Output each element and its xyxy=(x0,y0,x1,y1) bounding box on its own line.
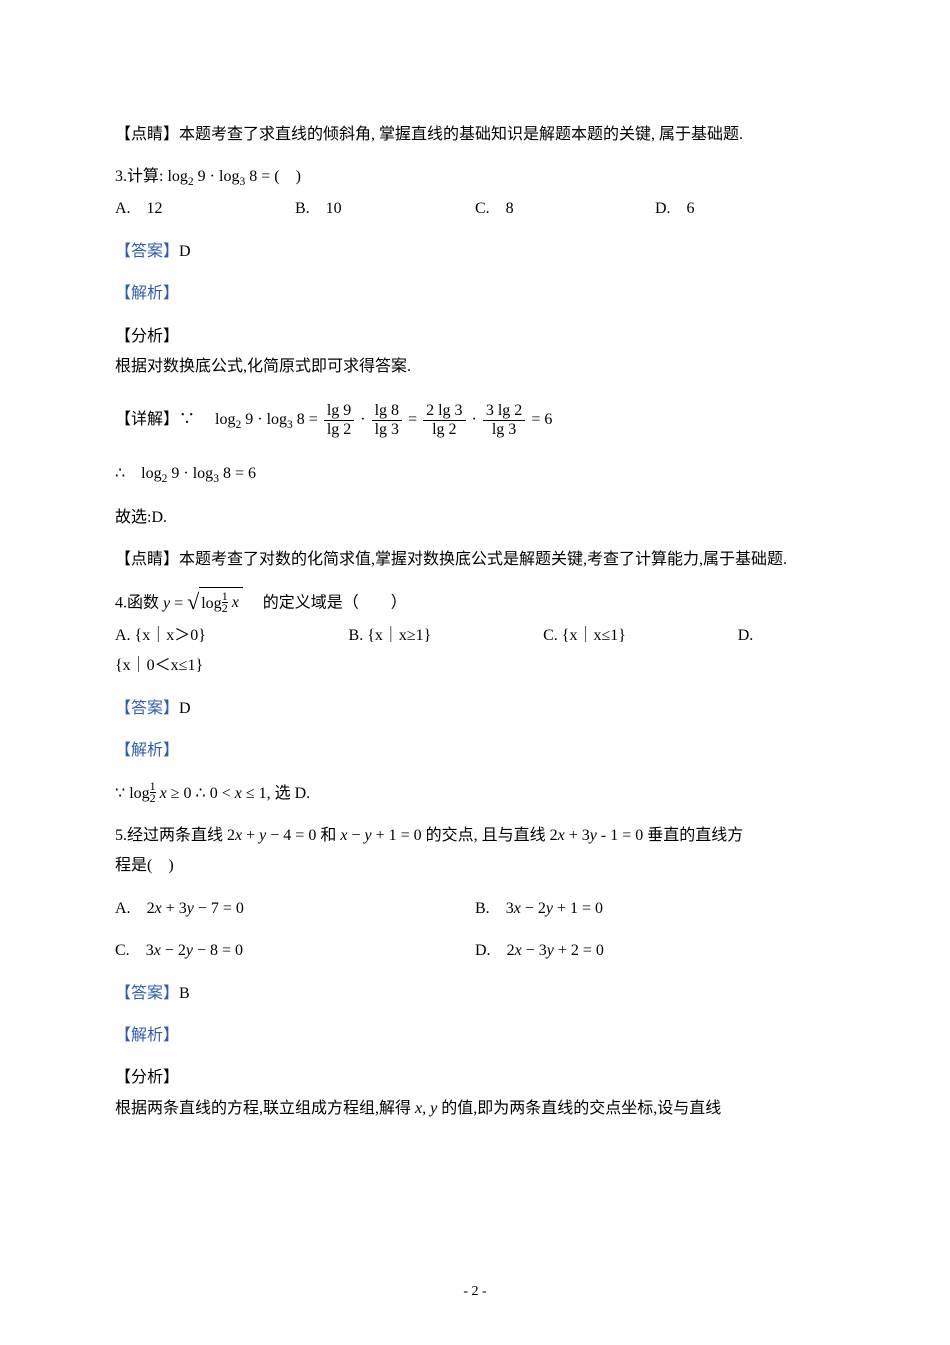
q5-options-row1: A. 2x + 3y − 7 = 0 B. 3x − 2y + 1 = 0 xyxy=(115,894,835,924)
q4-opt-b: B. {x｜x≥1} xyxy=(349,621,544,651)
answer-label: 【答案】 xyxy=(115,985,179,1002)
q5-fenxi-body: 根据两条直线的方程,联立组成方程组,解得 x, y 的值,即为两条直线的交点坐标… xyxy=(115,1094,835,1124)
q3-therefore: ∴ log2 9 · log3 8 = 6 xyxy=(115,459,835,491)
q5-fenxi-b2: 的值,即为两条直线的交点坐标,设与直线 xyxy=(441,1100,721,1117)
q3-jiexi: 【解析】 xyxy=(115,279,835,309)
q5-fenxi-xy: x, y xyxy=(415,1100,437,1117)
q5-tail: 垂直的直线方 xyxy=(647,827,743,844)
q5-fenxi-b1: 根据两条直线的方程,联立组成方程组,解得 xyxy=(115,1100,415,1117)
q3-opt-a: A. 12 xyxy=(115,194,295,224)
q4-stem: 4.函数 y = √ log12 x 的定义域是（ ） xyxy=(115,587,835,621)
q5-opt-d: D. 2x − 3y + 2 = 0 xyxy=(475,936,835,966)
q5-mid2: 的交点, 且与直线 xyxy=(426,827,550,844)
answer-val: D xyxy=(179,243,191,260)
q4-jiexi: 【解析】 xyxy=(115,736,835,766)
q4-opt-d: D. xyxy=(738,621,835,651)
q3-opt-d: D. 6 xyxy=(655,194,835,224)
q5-prefix: 5.经过两条直线 xyxy=(115,827,227,844)
q3-expr: log2 9 · log3 8 = ( ) xyxy=(167,168,300,185)
q3-detail-label: 【详解】∵ xyxy=(115,411,211,428)
q3-fenxi: 【分析】 xyxy=(115,322,835,352)
q5-line2: 程是( ) xyxy=(115,851,835,881)
q3-prefix: 3.计算: xyxy=(115,168,167,185)
q4-sol: ∵ log12 x ≥ 0 ∴ 0 < x ≤ 1, 选 D. xyxy=(115,779,835,810)
q4-domain-label: 的定义域是（ ） xyxy=(247,595,407,612)
answer-val: D xyxy=(179,700,191,717)
q5-answer: 【答案】B xyxy=(115,979,835,1009)
q5-opt-b: B. 3x − 2y + 1 = 0 xyxy=(475,894,835,924)
q3-dianjing: 【点睛】本题考查了对数的化简求值,掌握对数换底公式是解题关键,考查了计算能力,属… xyxy=(115,545,835,575)
q3-therefore-expr: ∴ log2 9 · log3 8 = 6 xyxy=(115,465,256,482)
q4-opt-d-2: {x｜0＜x≤1} xyxy=(115,651,835,681)
comment-prev: 【点睛】本题考查了求直线的倾斜角, 掌握直线的基础知识是解题本题的关键, 属于基… xyxy=(115,120,835,150)
q3-stem: 3.计算: log2 9 · log3 8 = ( ) xyxy=(115,162,835,194)
q5-opt-c: C. 3x − 2y − 8 = 0 xyxy=(115,936,475,966)
answer-label: 【答案】 xyxy=(115,243,179,260)
q5-eq3: 2x + 3y - 1 = 0 xyxy=(550,827,644,844)
q5-options-row2: C. 3x − 2y − 8 = 0 D. 2x − 3y + 2 = 0 xyxy=(115,936,835,966)
q5-opt-a: A. 2x + 3y − 7 = 0 xyxy=(115,894,475,924)
q4-answer: 【答案】D xyxy=(115,694,835,724)
q4-options: A. {x｜x＞0} B. {x｜x≥1} C. {x｜x≤1} D. xyxy=(115,621,835,651)
q3-detail: 【详解】∵ log2 9 · log3 8 = lg 9lg 2 · lg 8l… xyxy=(115,402,835,438)
q3-answer: 【答案】D xyxy=(115,237,835,267)
q4-sol-tail: , 选 D. xyxy=(267,785,311,802)
q5-fenxi: 【分析】 xyxy=(115,1063,835,1093)
q3-options: A. 12 B. 10 C. 8 D. 6 xyxy=(115,194,835,224)
q5-jiexi: 【解析】 xyxy=(115,1021,835,1051)
answer-val: B xyxy=(179,985,190,1002)
q4-prefix: 4.函数 xyxy=(115,595,163,612)
q3-opt-b: B. 10 xyxy=(295,194,475,224)
q5-eq1: 2x + y − 4 = 0 xyxy=(227,827,316,844)
q3-fenxi-body: 根据对数换底公式,化简原式即可求得答案. xyxy=(115,352,835,382)
q3-opt-c: C. 8 xyxy=(475,194,655,224)
q5-mid1: 和 xyxy=(320,827,340,844)
q4-func: y = √ log12 x xyxy=(163,595,247,612)
q3-guxuan: 故选:D. xyxy=(115,503,835,533)
q5-eq2: x − y + 1 = 0 xyxy=(340,827,421,844)
q3-detail-expr: log2 9 · log3 8 = lg 9lg 2 · lg 8lg 3 = … xyxy=(215,411,552,428)
q4-sol-expr: ∵ log12 x ≥ 0 ∴ 0 < x ≤ 1 xyxy=(115,785,267,802)
q4-opt-c: C. {x｜x≤1} xyxy=(543,621,738,651)
page-number: - 2 - xyxy=(0,1284,950,1300)
answer-label: 【答案】 xyxy=(115,700,179,717)
q4-opt-a: A. {x｜x＞0} xyxy=(115,621,349,651)
q5-line1: 5.经过两条直线 2x + y − 4 = 0 和 x − y + 1 = 0 … xyxy=(115,821,835,851)
